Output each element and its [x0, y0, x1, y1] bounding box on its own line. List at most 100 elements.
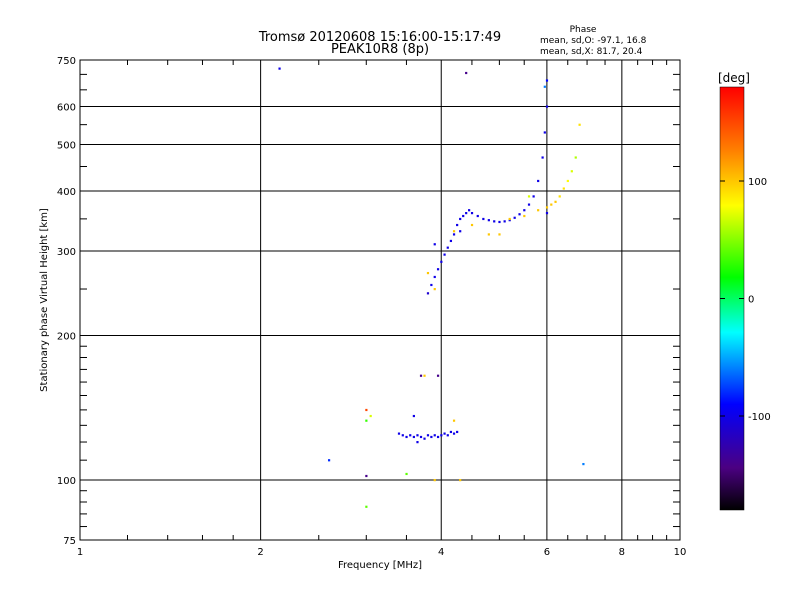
data-point-o-mode: [476, 214, 479, 218]
data-point-o-mode: [446, 434, 449, 437]
colorbar-ticks: 100 0 -100: [720, 177, 771, 423]
data-point-o-mode: [470, 212, 474, 215]
data-point-o-mode: [430, 435, 433, 439]
data-point-o-mode: [401, 434, 404, 437]
data-point-o-mode: [419, 374, 423, 377]
chart-title: Tromsø 20120608 15:16:00-15:17:49: [258, 30, 501, 45]
data-point-o-mode: [452, 432, 456, 435]
stats-x-mode: mean, sd,X: 81.7, 20.4: [540, 47, 643, 57]
data-point-x-mode: [523, 214, 526, 218]
data-point-o-mode: [532, 195, 535, 198]
data-point-x-mode: [545, 206, 549, 209]
data-point-o-mode: [503, 220, 506, 223]
data-point-x-mode: [558, 195, 561, 198]
data-point-x-mode: [459, 479, 462, 482]
data-point-o-mode: [433, 275, 436, 279]
data-point-o-mode: [449, 430, 453, 434]
x-tick-label: 8: [619, 547, 625, 558]
data-point-o-mode: [518, 213, 521, 216]
data-point-x-mode: [452, 230, 456, 233]
data-point-o-mode: [446, 246, 449, 249]
minor-ticks: [80, 60, 680, 540]
y-tick-label: 600: [57, 103, 76, 114]
y-tick-labels: 75 100 200 300 400 500 600 750: [57, 56, 76, 547]
data-point-x-mode: [433, 479, 436, 482]
stats-heading: Phase: [570, 25, 597, 35]
data-point-o-mode: [426, 292, 430, 295]
y-axis-label: Stationary phase Virtual Height [km]: [39, 208, 50, 392]
y-tick-label: 300: [57, 247, 76, 258]
data-point-o-mode: [278, 67, 281, 70]
data-point-x-mode: [365, 419, 368, 422]
data-point-x-mode: [498, 233, 501, 236]
data-point-o-mode: [416, 441, 419, 444]
data-point-o-mode: [412, 414, 415, 418]
data-point-x-mode: [578, 123, 581, 126]
data-point-x-mode: [582, 462, 585, 466]
data-point-o-mode: [405, 435, 408, 439]
data-point-o-mode: [527, 203, 531, 206]
colorbar-unit-label: [deg]: [718, 71, 750, 85]
data-point-o-mode: [508, 219, 511, 222]
data-point-o-mode: [412, 435, 415, 439]
x-tick-label: 1: [77, 547, 83, 558]
data-point-o-mode: [440, 260, 443, 263]
data-point-o-mode: [513, 216, 516, 219]
x-tick-label: 2: [257, 547, 263, 558]
data-point-o-mode: [543, 131, 546, 134]
data-point-o-mode: [397, 432, 401, 435]
data-point-x-mode: [487, 233, 490, 236]
data-point-o-mode: [436, 268, 440, 271]
data-point-x-mode: [452, 419, 456, 422]
data-point-o-mode: [416, 434, 419, 437]
data-point-x-mode: [566, 179, 569, 183]
data-points: [278, 67, 585, 508]
data-point-o-mode: [459, 217, 462, 221]
data-point-o-mode: [541, 156, 544, 159]
data-point-x-mode: [554, 200, 557, 203]
data-point-o-mode: [436, 435, 440, 439]
grid-layer: [80, 60, 680, 540]
data-point-x-mode: [570, 170, 573, 173]
data-point-o-mode: [482, 217, 485, 221]
data-point-o-mode: [423, 437, 426, 440]
data-point-x-mode: [527, 195, 531, 198]
data-point-x-mode: [550, 203, 553, 206]
data-point-x-mode: [562, 187, 565, 190]
data-point-o-mode: [456, 223, 459, 227]
data-point-o-mode: [419, 435, 423, 439]
data-point-o-mode: [468, 209, 471, 212]
data-point-o-mode: [443, 432, 446, 435]
colorbar-tick-label: -100: [748, 412, 771, 423]
data-point-o-mode: [493, 220, 496, 223]
plot-area: [79, 59, 681, 541]
x-tick-label: 4: [438, 547, 444, 558]
y-tick-label: 200: [57, 332, 76, 343]
data-point-o-mode: [543, 85, 546, 88]
data-point-o-mode: [459, 230, 462, 233]
data-point-x-mode: [433, 288, 436, 291]
chart-subtitle: PEAK10R8 (8p): [331, 42, 429, 57]
x-tick-label: 6: [544, 547, 550, 558]
x-tick-labels: 1 2 4 6 8 10: [77, 547, 687, 558]
data-point-x-mode: [426, 271, 430, 275]
data-point-o-mode: [537, 179, 540, 183]
data-point-x-mode: [365, 408, 368, 412]
data-point-o-mode: [327, 459, 331, 462]
x-tick-label: 10: [674, 547, 687, 558]
data-point-o-mode: [443, 253, 446, 256]
colorbar-tick-label: 100: [748, 177, 767, 188]
data-point-o-mode: [365, 474, 368, 478]
data-point-o-mode: [440, 434, 443, 437]
y-tick-label: 750: [57, 56, 76, 67]
data-point-o-mode: [545, 212, 549, 215]
data-point-o-mode: [462, 214, 465, 218]
data-point-o-mode: [452, 233, 456, 236]
data-point-o-mode: [465, 212, 468, 215]
data-point-x-mode: [574, 156, 577, 159]
data-point-o-mode: [430, 283, 433, 287]
data-point-o-mode: [487, 219, 490, 222]
data-point-o-mode: [498, 220, 501, 224]
data-point-o-mode: [433, 434, 436, 437]
